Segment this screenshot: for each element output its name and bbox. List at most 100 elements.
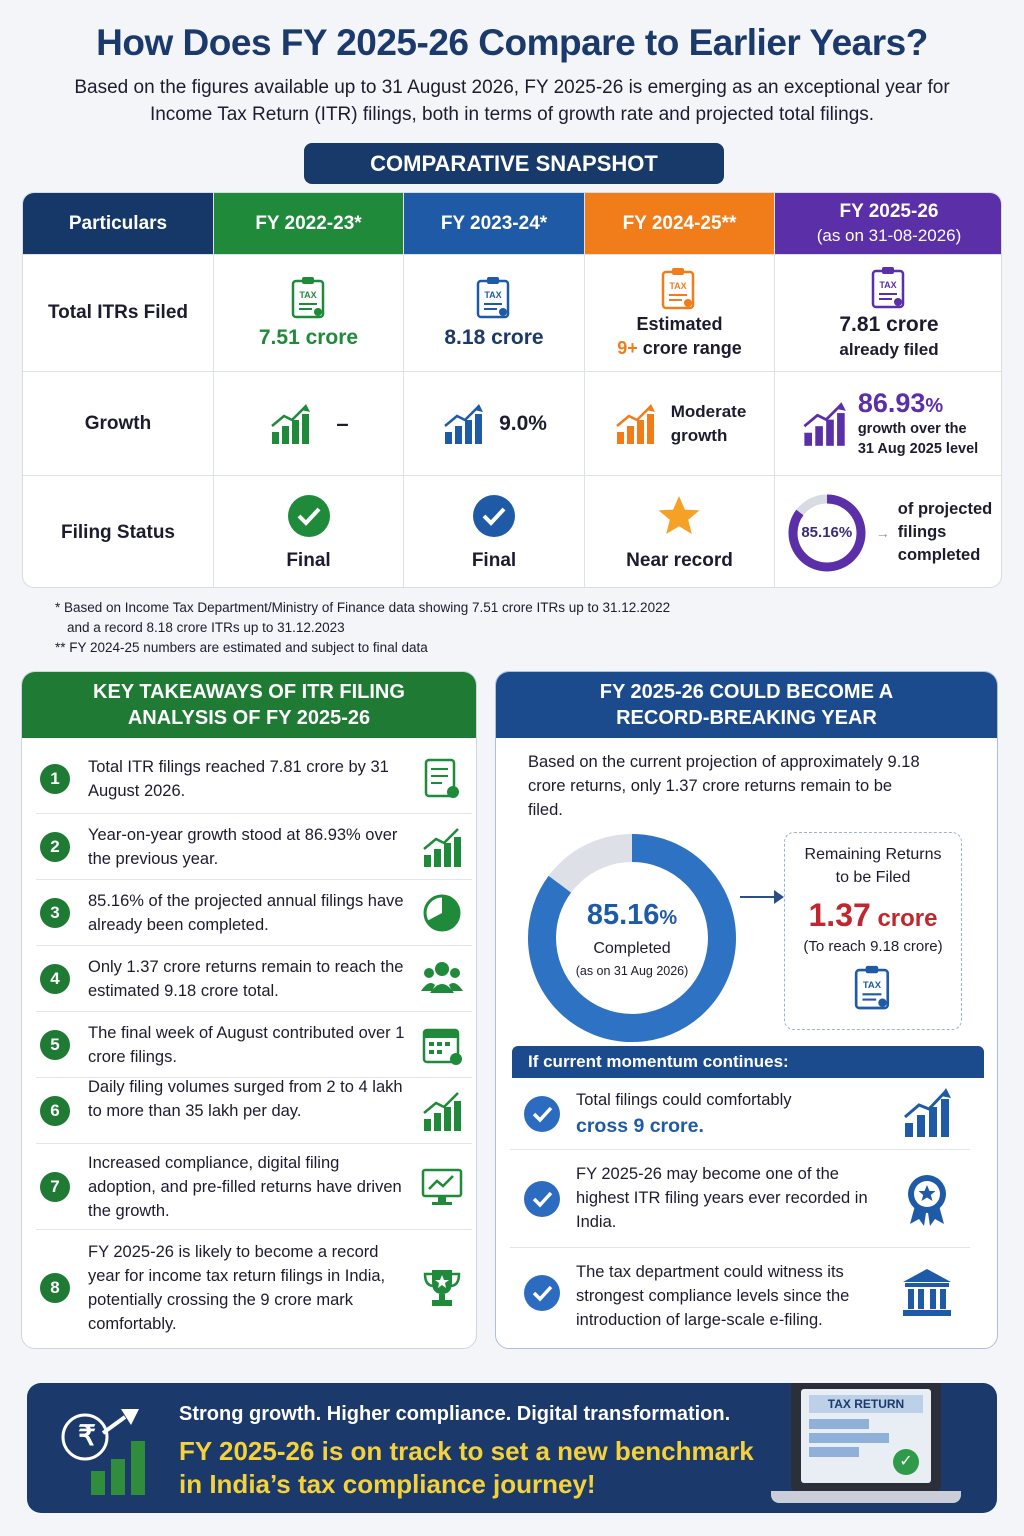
svg-text:TAX: TAX (879, 280, 896, 290)
svg-text:TAX: TAX (863, 980, 882, 991)
row-label-status: Filing Status (23, 476, 214, 587)
takeaway-item: 5 The final week of August contributed o… (36, 1012, 472, 1078)
arrow-icon: → (875, 524, 890, 541)
bottom-banner: ₹ Strong growth. Higher compliance. Digi… (27, 1383, 997, 1513)
footnote-2: and a record 8.18 crore ITRs up to 31.12… (67, 620, 345, 635)
takeaway-number: 4 (40, 964, 70, 994)
remaining-unit: crore (870, 905, 938, 932)
tax-clipboard-icon: TAX (476, 277, 510, 319)
takeaways-heading: KEY TAKEAWAYS OF ITR FILING ANALYSIS OF … (22, 672, 476, 738)
header-fy2223: FY 2022-23* (214, 193, 404, 255)
takeaway-text: 85.16% of the projected annual filings h… (88, 892, 404, 934)
check-circle-icon (524, 1275, 560, 1311)
check-circle-icon (524, 1096, 560, 1132)
donut-label: Completed (593, 939, 671, 957)
page-subtitle: Based on the figures available up to 31 … (74, 77, 950, 125)
banner-line2: FY 2025-26 is on track to set a new benc… (179, 1436, 754, 1466)
takeaway-number: 5 (40, 1030, 70, 1060)
header-fy2324: FY 2023-24* (404, 193, 585, 255)
takeaway-text: Increased compliance, digital filing ado… (88, 1154, 402, 1220)
takeaway-text: Daily filing volumes surged from 2 to 4 … (88, 1078, 403, 1120)
status-fy2425: Near record (585, 476, 775, 587)
takeaway-item: 6 Daily filing volumes surged from 2 to … (36, 1078, 472, 1144)
remaining-title: Remaining Returns to be Filed (804, 846, 942, 886)
check-circle-icon: ✓ (893, 1449, 919, 1475)
donut-sub: (as on 31 Aug 2026) (575, 963, 689, 978)
takeaway-icon (420, 1266, 464, 1310)
growth-chart-icon (271, 403, 311, 444)
growth-chart-icon (803, 401, 846, 446)
check-circle-icon (524, 1181, 560, 1217)
laptop-label: TAX RETURN (809, 1395, 923, 1413)
row-label-total: Total ITRs Filed (23, 255, 214, 372)
takeaway-number: 3 (40, 898, 70, 928)
total-fy2324: TAX 8.18 crore (404, 255, 585, 372)
check-circle-icon (473, 494, 515, 537)
takeaway-item: 1 Total ITR filings reached 7.81 crore b… (36, 744, 472, 814)
momentum-heading: If current momentum continues: (512, 1046, 984, 1078)
takeaway-number: 1 (40, 764, 70, 794)
takeaway-icon (420, 891, 464, 935)
momentum-icon (900, 1266, 954, 1320)
takeaway-item: 4 Only 1.37 crore returns remain to reac… (36, 946, 472, 1012)
progress-ring: 85.16% (786, 492, 868, 574)
donut-value: 85.16 (586, 898, 660, 931)
takeaway-text: Total ITR filings reached 7.81 crore by … (88, 758, 389, 800)
laptop-icon: TAX RETURN ✓ (791, 1383, 941, 1493)
takeaway-icon (420, 1023, 464, 1067)
remaining-value: 1.37 (808, 897, 871, 933)
rupee-growth-icon (61, 1409, 145, 1495)
check-circle-icon (287, 494, 330, 537)
momentum-icon (900, 1087, 954, 1141)
takeaway-number: 8 (40, 1273, 70, 1303)
status-fy2526: 85.16% → of projected filings completed (775, 476, 1001, 587)
status-fy2223: Final (214, 476, 404, 587)
row-label-growth: Growth (23, 372, 214, 476)
record-intro: Based on the current projection of appro… (528, 753, 920, 819)
takeaway-icon (420, 1165, 464, 1209)
takeaway-text: FY 2025-26 is likely to become a record … (88, 1243, 386, 1333)
status-fy2324: Final (404, 476, 585, 587)
progress-ring-label: 85.16% (801, 524, 853, 541)
tax-clipboard-icon: TAX (871, 267, 905, 309)
arrow-icon (774, 890, 784, 904)
total-fy2425: TAX Estimated 9+ crore range (585, 255, 775, 372)
rupee-icon: ₹ (78, 1420, 96, 1451)
svg-text:TAX: TAX (299, 290, 316, 300)
page-title: How Does FY 2025-26 Compare to Earlier Y… (96, 22, 928, 63)
banner-line1: Strong growth. Higher compliance. Digita… (179, 1403, 731, 1425)
svg-text:TAX: TAX (670, 281, 687, 291)
tax-clipboard-icon: TAX (291, 277, 324, 319)
tax-clipboard-icon: TAX (662, 268, 695, 310)
snapshot-label: COMPARATIVE SNAPSHOT (304, 143, 724, 184)
donut-pct: % (659, 906, 678, 929)
growth-fy2223: – (214, 372, 404, 476)
record-heading: FY 2025-26 COULD BECOME A RECORD-BREAKIN… (496, 672, 997, 738)
takeaway-number: 7 (40, 1172, 70, 1202)
takeaway-item: 7 Increased compliance, digital filing a… (36, 1144, 472, 1230)
momentum-text: The tax department could witness its str… (576, 1263, 850, 1329)
banner-line3: in India’s tax compliance journey! (179, 1469, 596, 1499)
remaining-box: Remaining Returns to be Filed 1.37 crore… (784, 832, 962, 1030)
growth-chart-icon (615, 403, 655, 444)
takeaway-item: 8 FY 2025-26 is likely to become a recor… (36, 1230, 472, 1346)
takeaway-number: 6 (40, 1096, 70, 1126)
takeaway-icon (420, 825, 464, 869)
momentum-text: FY 2025-26 may become one of the highest… (576, 1165, 868, 1231)
laptop-base (771, 1491, 961, 1503)
momentum-item: Total filings could comfortably cross 9 c… (510, 1078, 970, 1150)
header-fy2425: FY 2024-25** (585, 193, 775, 255)
growth-fy2526: 86.93% growth over the 31 Aug 2025 level (775, 372, 1001, 476)
takeaways-panel: KEY TAKEAWAYS OF ITR FILING ANALYSIS OF … (21, 671, 477, 1349)
momentum-item: The tax department could witness its str… (510, 1248, 970, 1338)
takeaway-item: 3 85.16% of the projected annual filings… (36, 880, 472, 946)
footnote-1: * Based on Income Tax Department/Ministr… (55, 600, 671, 615)
growth-fy2425: Moderate growth (585, 372, 775, 476)
takeaway-text: Only 1.37 crore returns remain to reach … (88, 958, 404, 1000)
footnote-3: ** FY 2024-25 numbers are estimated and … (55, 640, 428, 655)
momentum-text: Total filings could comfortably (576, 1091, 792, 1109)
star-icon (658, 495, 700, 534)
momentum-highlight: cross 9 crore. (576, 1115, 704, 1137)
header-fy2526: FY 2025-26 (as on 31-08-2026) (775, 193, 1001, 255)
momentum-item: FY 2025-26 may become one of the highest… (510, 1150, 970, 1248)
